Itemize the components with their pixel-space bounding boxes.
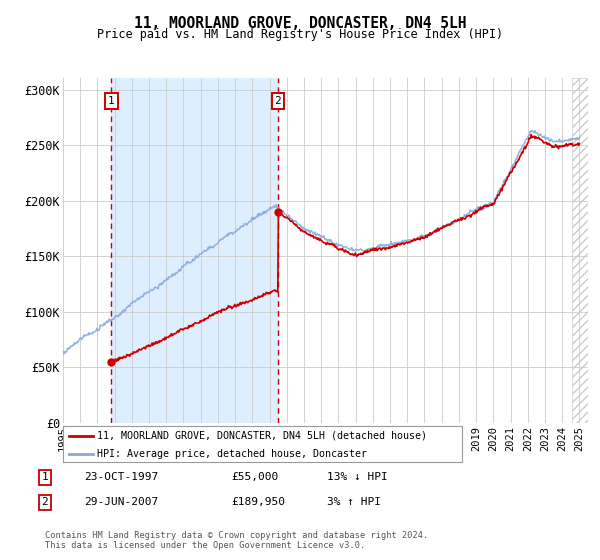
Text: 13% ↓ HPI: 13% ↓ HPI <box>327 472 388 482</box>
Text: £189,950: £189,950 <box>231 497 285 507</box>
Text: 1: 1 <box>108 96 115 106</box>
Text: 11, MOORLAND GROVE, DONCASTER, DN4 5LH (detached house): 11, MOORLAND GROVE, DONCASTER, DN4 5LH (… <box>97 431 427 441</box>
Bar <box>112 78 278 423</box>
Text: 11, MOORLAND GROVE, DONCASTER, DN4 5LH: 11, MOORLAND GROVE, DONCASTER, DN4 5LH <box>134 16 466 31</box>
Text: Contains HM Land Registry data © Crown copyright and database right 2024.
This d: Contains HM Land Registry data © Crown c… <box>45 530 428 550</box>
Text: HPI: Average price, detached house, Doncaster: HPI: Average price, detached house, Donc… <box>97 449 367 459</box>
Text: Price paid vs. HM Land Registry's House Price Index (HPI): Price paid vs. HM Land Registry's House … <box>97 28 503 41</box>
Text: 1: 1 <box>41 472 49 482</box>
Text: 29-JUN-2007: 29-JUN-2007 <box>84 497 158 507</box>
Text: 23-OCT-1997: 23-OCT-1997 <box>84 472 158 482</box>
Bar <box>572 78 588 423</box>
Text: 2: 2 <box>41 497 49 507</box>
Text: 2: 2 <box>275 96 281 106</box>
Text: 3% ↑ HPI: 3% ↑ HPI <box>327 497 381 507</box>
Text: £55,000: £55,000 <box>231 472 278 482</box>
